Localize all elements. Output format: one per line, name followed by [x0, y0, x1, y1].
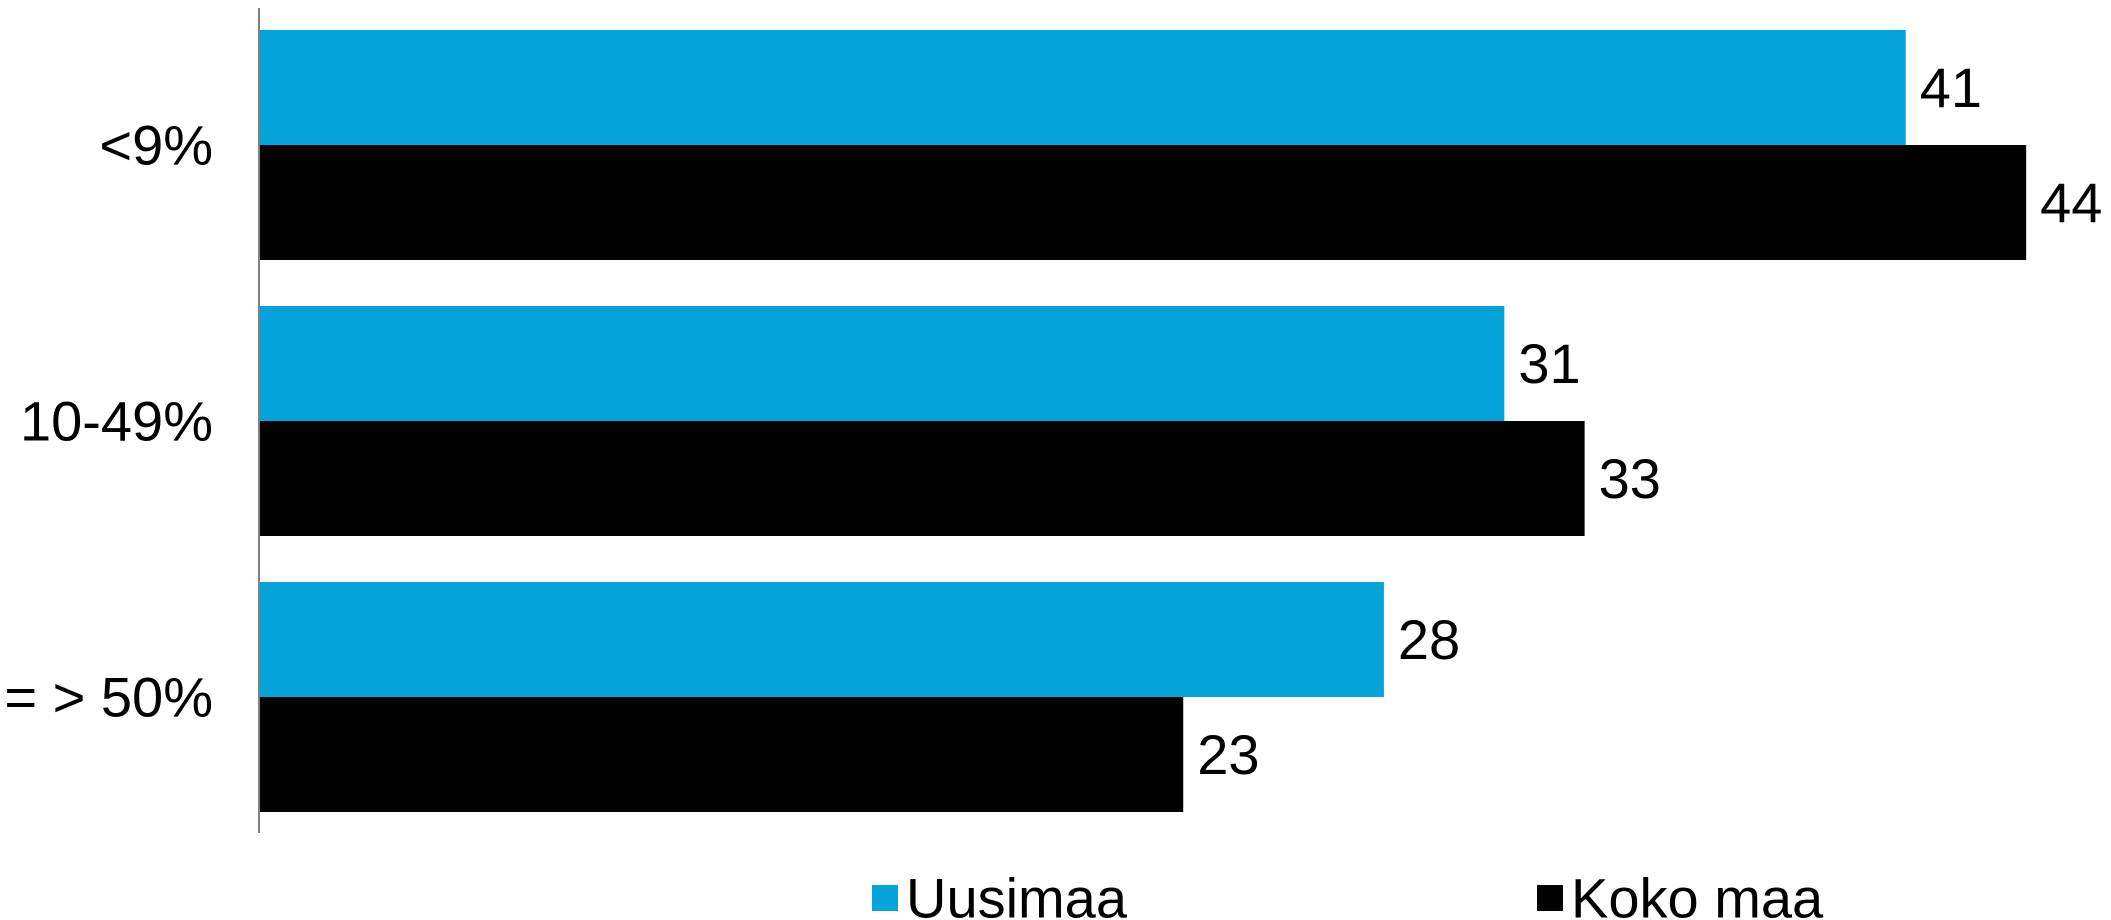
bar-koko-maa-2	[260, 421, 1585, 536]
value-label-uusimaa-2: 31	[1518, 332, 1580, 395]
bar-uusimaa-2	[260, 306, 1505, 421]
legend-label-uusimaa: Uusimaa	[906, 867, 1128, 920]
bar-uusimaa-1	[260, 30, 1906, 145]
legend-swatch-uusimaa	[872, 885, 898, 911]
bar-koko-maa-1	[260, 145, 2027, 260]
legend-label-koko-maa: Koko maa	[1571, 867, 1824, 920]
bar-koko-maa-3	[260, 697, 1184, 812]
value-label-uusimaa-3: 28	[1398, 608, 1460, 671]
value-label-uusimaa-1: 41	[1920, 56, 1982, 119]
category-labels-group: <9% 10-49% = > 50%	[4, 114, 213, 729]
value-label-koko-maa-3: 23	[1197, 723, 1259, 786]
bars-group	[260, 30, 2027, 812]
category-label-2: 10-49%	[20, 390, 213, 453]
value-label-koko-maa-1: 44	[2040, 171, 2102, 234]
legend: Uusimaa Koko maa	[872, 867, 1824, 920]
value-labels-group: 41 44 31 33 28 23	[1197, 56, 2102, 786]
bar-uusimaa-3	[260, 582, 1384, 697]
legend-swatch-koko-maa	[1537, 885, 1563, 911]
category-label-1: <9%	[99, 114, 213, 177]
category-label-3: = > 50%	[4, 666, 213, 729]
value-label-koko-maa-2: 33	[1599, 447, 1661, 510]
